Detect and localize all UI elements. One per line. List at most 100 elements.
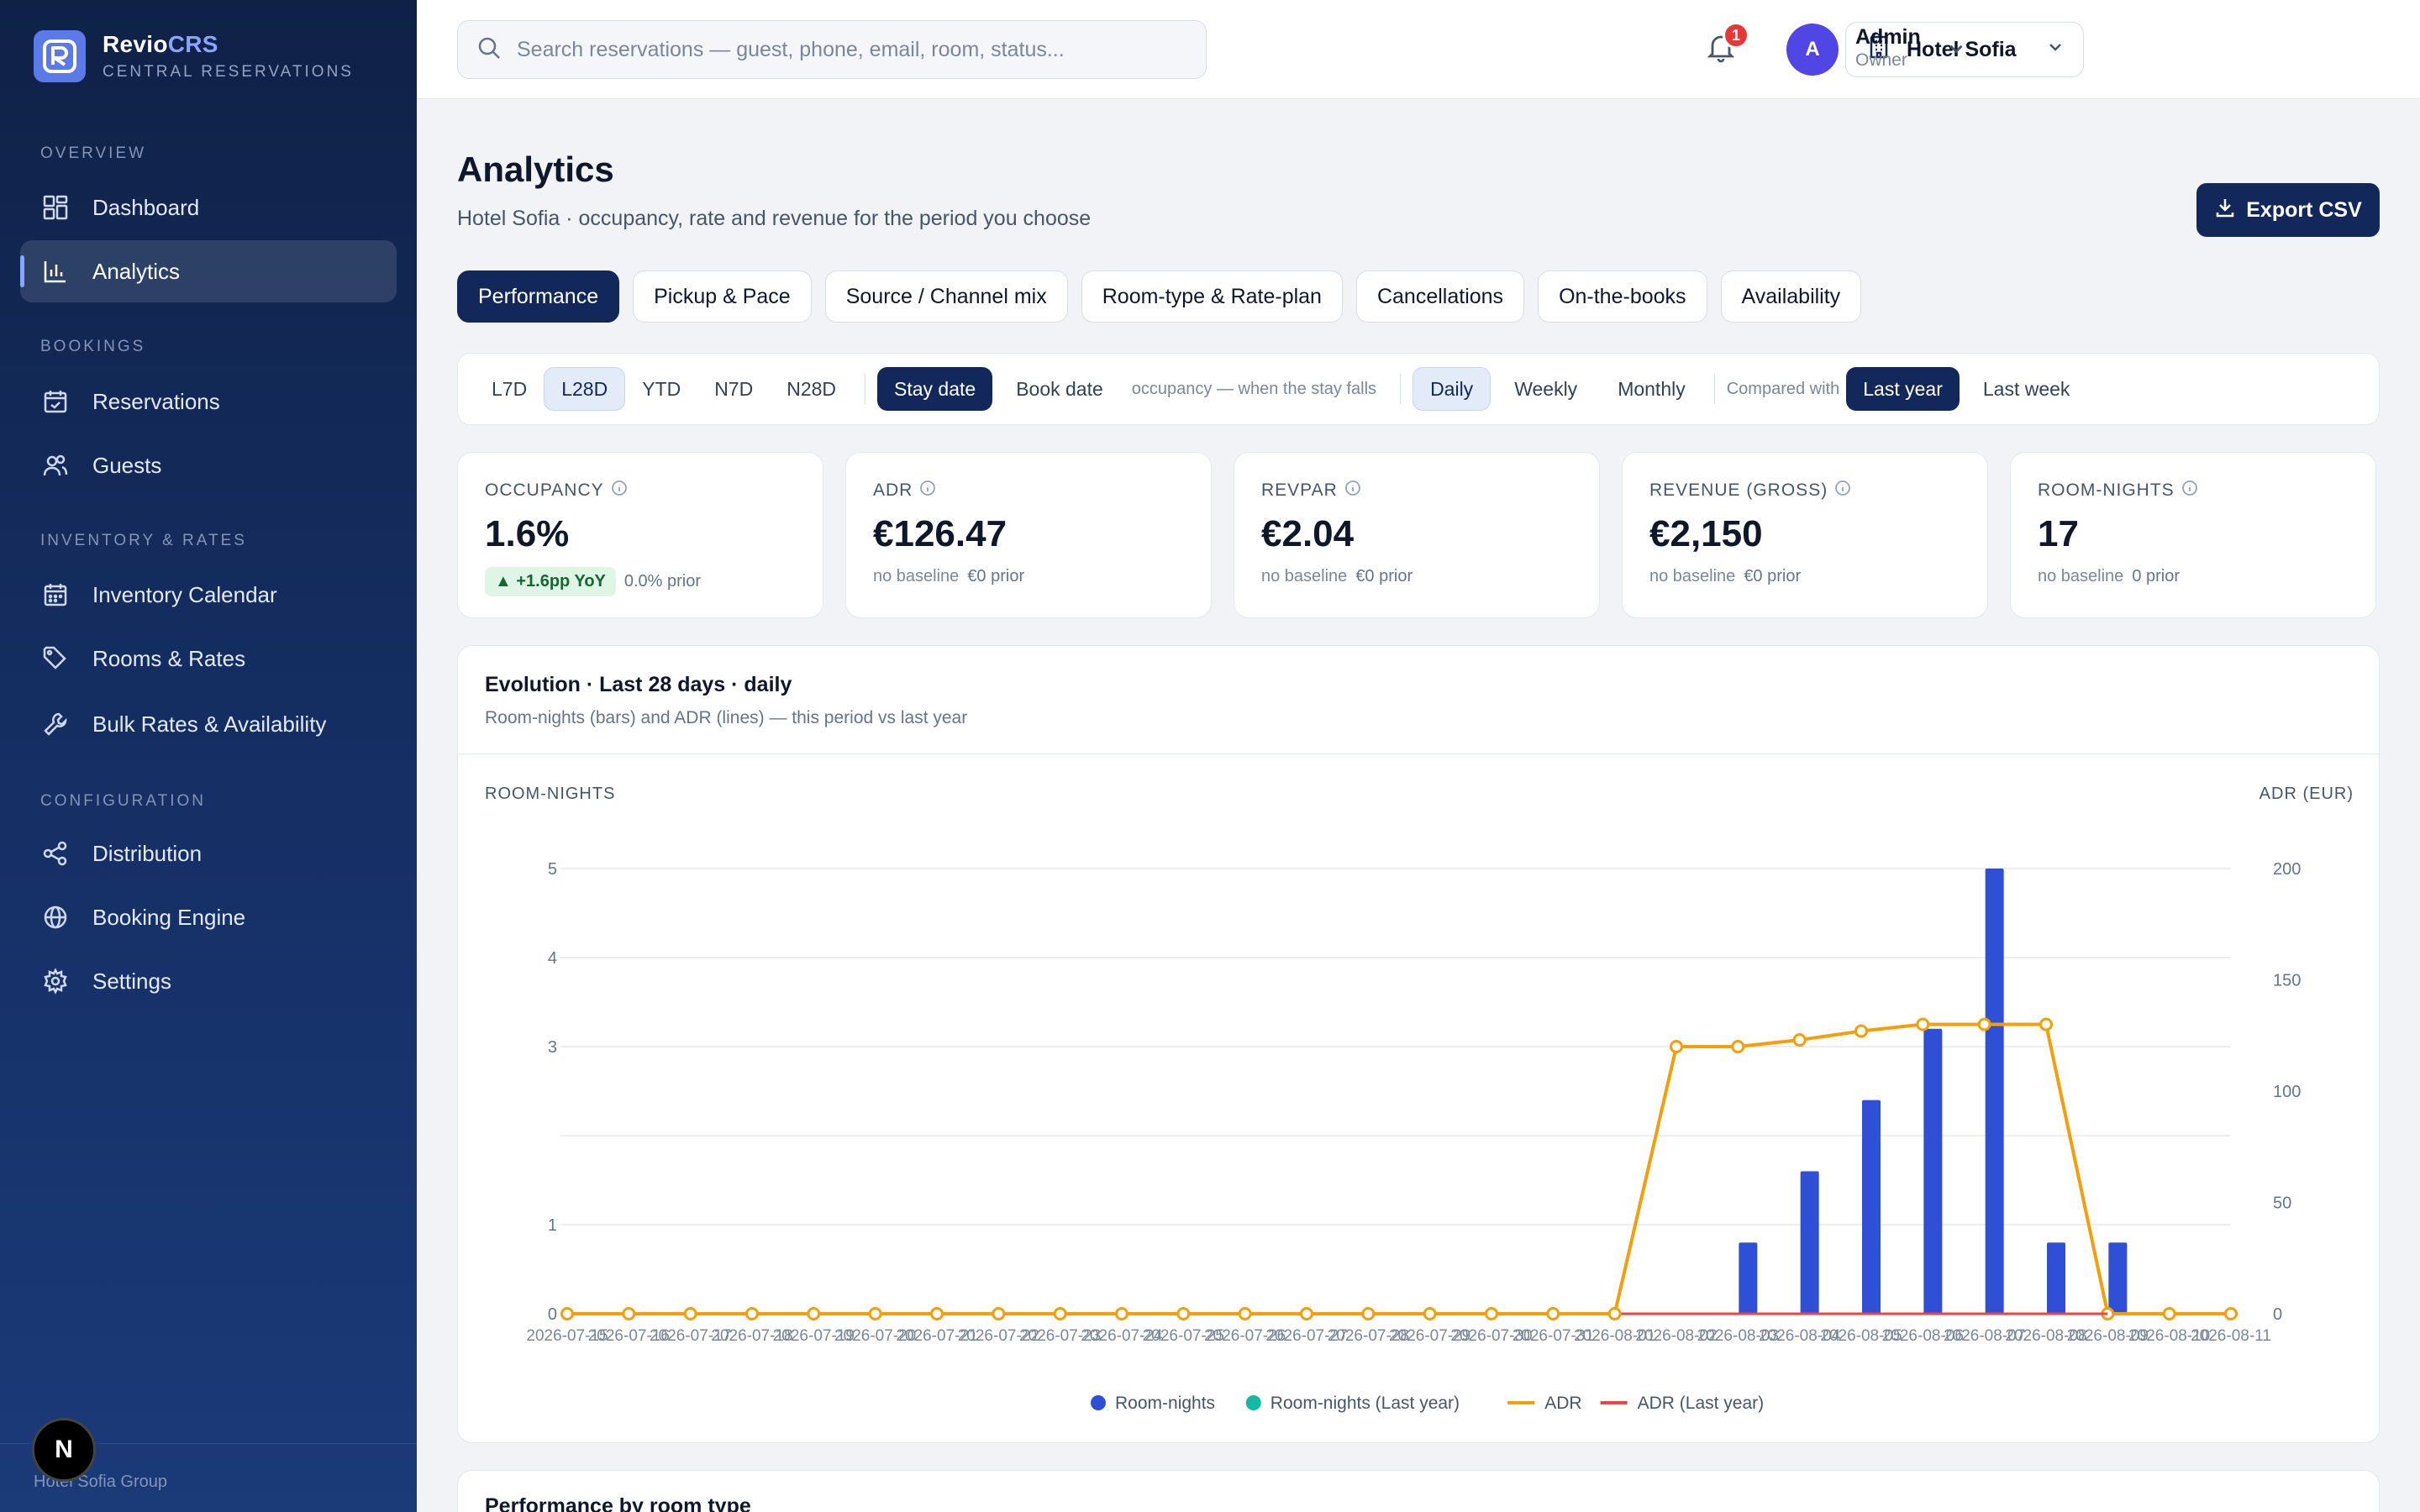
user-name[interactable]: Admin xyxy=(1855,25,1921,49)
point-adr xyxy=(1238,1307,1252,1320)
tab-cancellations[interactable]: Cancellations xyxy=(1355,270,1525,323)
date-mode-note: occupancy — when the stay falls xyxy=(1131,379,1377,398)
avatar[interactable]: A xyxy=(1786,24,1839,76)
info-icon[interactable] xyxy=(1344,480,1361,501)
point-adr xyxy=(992,1307,1006,1320)
point-adr xyxy=(1670,1040,1683,1053)
granularity-weekly[interactable]: Weekly xyxy=(1514,377,1578,400)
sidebar: RevioCRS CENTRAL RESERVATIONS OVERVIEW D… xyxy=(0,0,417,1512)
tab-availability[interactable]: Availability xyxy=(1720,270,1862,323)
bar-room-nights xyxy=(1739,1242,1758,1314)
range-l28d[interactable]: L28D xyxy=(544,367,626,411)
tab-room-type-rate-plan[interactable]: Room-type & Rate-plan xyxy=(1081,270,1343,323)
sidebar-item-distribution[interactable]: Distribution xyxy=(20,822,397,885)
date-mode-book[interactable]: Book date xyxy=(1016,377,1103,400)
point-adr xyxy=(2162,1307,2176,1320)
export-csv-button[interactable]: Export CSV xyxy=(2196,183,2380,237)
sidebar-item-rooms-rates[interactable]: Rooms & Rates xyxy=(20,627,397,690)
filter-bar: L7D L28D YTD N7D N28D Stay date Book dat… xyxy=(457,353,2380,425)
x-tick-label: 2026-07-15 xyxy=(526,1327,608,1345)
sidebar-item-reservations[interactable]: Reservations xyxy=(20,370,397,433)
dev-tools-badge[interactable]: N xyxy=(32,1418,96,1482)
x-tick-label: 2026-08-04 xyxy=(1759,1327,1841,1345)
point-adr xyxy=(1916,1017,1930,1032)
building-icon xyxy=(1866,34,1891,66)
sidebar-item-bulk-rates[interactable]: Bulk Rates & Availability xyxy=(20,693,397,755)
granularity-monthly[interactable]: Monthly xyxy=(1618,377,1686,400)
chart-subtitle: Room-nights (bars) and ADR (lines) — thi… xyxy=(485,708,968,727)
x-tick-label: 2026-07-31 xyxy=(1512,1327,1594,1345)
search-input[interactable] xyxy=(517,37,1172,62)
brand[interactable]: RevioCRS CENTRAL RESERVATIONS xyxy=(34,30,354,82)
kpi-baseline: no baseline xyxy=(1649,567,1736,585)
legend-swatch xyxy=(1245,1395,1261,1410)
kpi-revpar: REVPAR €2.04 no baseline €0 prior xyxy=(1234,452,1600,618)
y-tick-left: 5 xyxy=(548,860,557,879)
x-tick-label: 2026-07-23 xyxy=(1019,1327,1101,1345)
info-icon[interactable] xyxy=(2181,480,2198,501)
bar-room-nights xyxy=(2047,1242,2065,1314)
y-tick-right: 50 xyxy=(2273,1194,2291,1213)
x-tick-label: 2026-07-21 xyxy=(896,1327,977,1345)
brand-subtitle: CENTRAL RESERVATIONS xyxy=(103,63,354,81)
x-tick-label: 2026-07-24 xyxy=(1081,1327,1163,1345)
users-icon xyxy=(40,450,71,480)
divider xyxy=(458,753,2381,754)
export-csv-label: Export CSV xyxy=(2246,197,2362,222)
kpi-value: €2.04 xyxy=(1261,513,1355,554)
info-icon[interactable] xyxy=(919,480,936,501)
brand-name: RevioCRS xyxy=(103,31,218,57)
compare-last-year[interactable]: Last year xyxy=(1846,367,1960,411)
compare-last-week[interactable]: Last week xyxy=(1982,377,2070,400)
point-adr xyxy=(1607,1307,1622,1320)
grid-icon xyxy=(40,192,71,223)
bar-room-nights xyxy=(1985,869,2004,1314)
range-l7d[interactable]: L7D xyxy=(492,377,528,400)
evolution-chart-card: Evolution · Last 28 days · daily Room-ni… xyxy=(457,645,2381,1443)
nav-section-configuration: CONFIGURATION xyxy=(40,792,206,810)
kpi-label: ROOM-NIGHTS xyxy=(2038,480,2175,500)
point-adr xyxy=(683,1307,697,1320)
x-tick-label: 2026-07-20 xyxy=(834,1327,916,1345)
tab-pickup-pace[interactable]: Pickup & Pace xyxy=(633,270,812,323)
y-tick-right: 0 xyxy=(2273,1305,2282,1324)
point-adr xyxy=(622,1307,636,1320)
info-icon[interactable] xyxy=(1834,480,1851,501)
x-tick-label: 2026-08-01 xyxy=(1574,1327,1655,1345)
sidebar-item-settings[interactable]: Settings xyxy=(20,950,397,1012)
bar-room-nights xyxy=(1862,1100,1881,1314)
kpi-value: €126.47 xyxy=(873,513,1007,554)
kpi-row: OCCUPANCY 1.6% ▲ +1.6pp YoY 0.0% prior AD… xyxy=(457,452,2376,618)
sidebar-item-guests[interactable]: Guests xyxy=(20,434,397,496)
tab-on-the-books[interactable]: On-the-books xyxy=(1538,270,1707,323)
granularity-daily[interactable]: Daily xyxy=(1413,367,1491,411)
sidebar-item-booking-engine[interactable]: Booking Engine xyxy=(20,886,397,948)
y-tick-right: 100 xyxy=(2273,1083,2301,1101)
kpi-adr: ADR €126.47 no baseline €0 prior xyxy=(845,452,1212,618)
point-adr xyxy=(2224,1307,2238,1320)
sidebar-item-label: Rooms & Rates xyxy=(92,645,246,671)
point-adr xyxy=(1115,1307,1128,1320)
sidebar-item-analytics[interactable]: Analytics xyxy=(20,240,397,302)
tab-performance[interactable]: Performance xyxy=(457,270,620,323)
x-tick-label: 2026-07-28 xyxy=(1328,1327,1409,1345)
range-n7d[interactable]: N7D xyxy=(714,377,754,400)
tab-source-channel-mix[interactable]: Source / Channel mix xyxy=(824,270,1068,323)
divider xyxy=(1400,374,1402,404)
range-ytd[interactable]: YTD xyxy=(642,377,681,400)
range-n28d[interactable]: N28D xyxy=(786,377,837,400)
nav-section-inventory: INVENTORY & RATES xyxy=(40,532,247,549)
point-adr xyxy=(807,1307,821,1320)
chevron-down-icon[interactable] xyxy=(1946,39,1966,63)
search-box[interactable] xyxy=(457,20,1207,79)
date-mode-stay[interactable]: Stay date xyxy=(877,367,993,411)
info-icon[interactable] xyxy=(611,480,628,501)
kpi-label: REVPAR xyxy=(1261,480,1338,500)
kpi-baseline: no baseline xyxy=(2038,567,2124,585)
sidebar-item-inventory-calendar[interactable]: Inventory Calendar xyxy=(20,564,397,626)
kpi-baseline: no baseline xyxy=(873,567,960,585)
sidebar-item-dashboard[interactable]: Dashboard xyxy=(20,176,397,239)
hotel-selector[interactable]: Hotel Sofia xyxy=(1845,22,2084,77)
kpi-value: 17 xyxy=(2038,513,2079,554)
wrench-icon xyxy=(40,709,71,739)
